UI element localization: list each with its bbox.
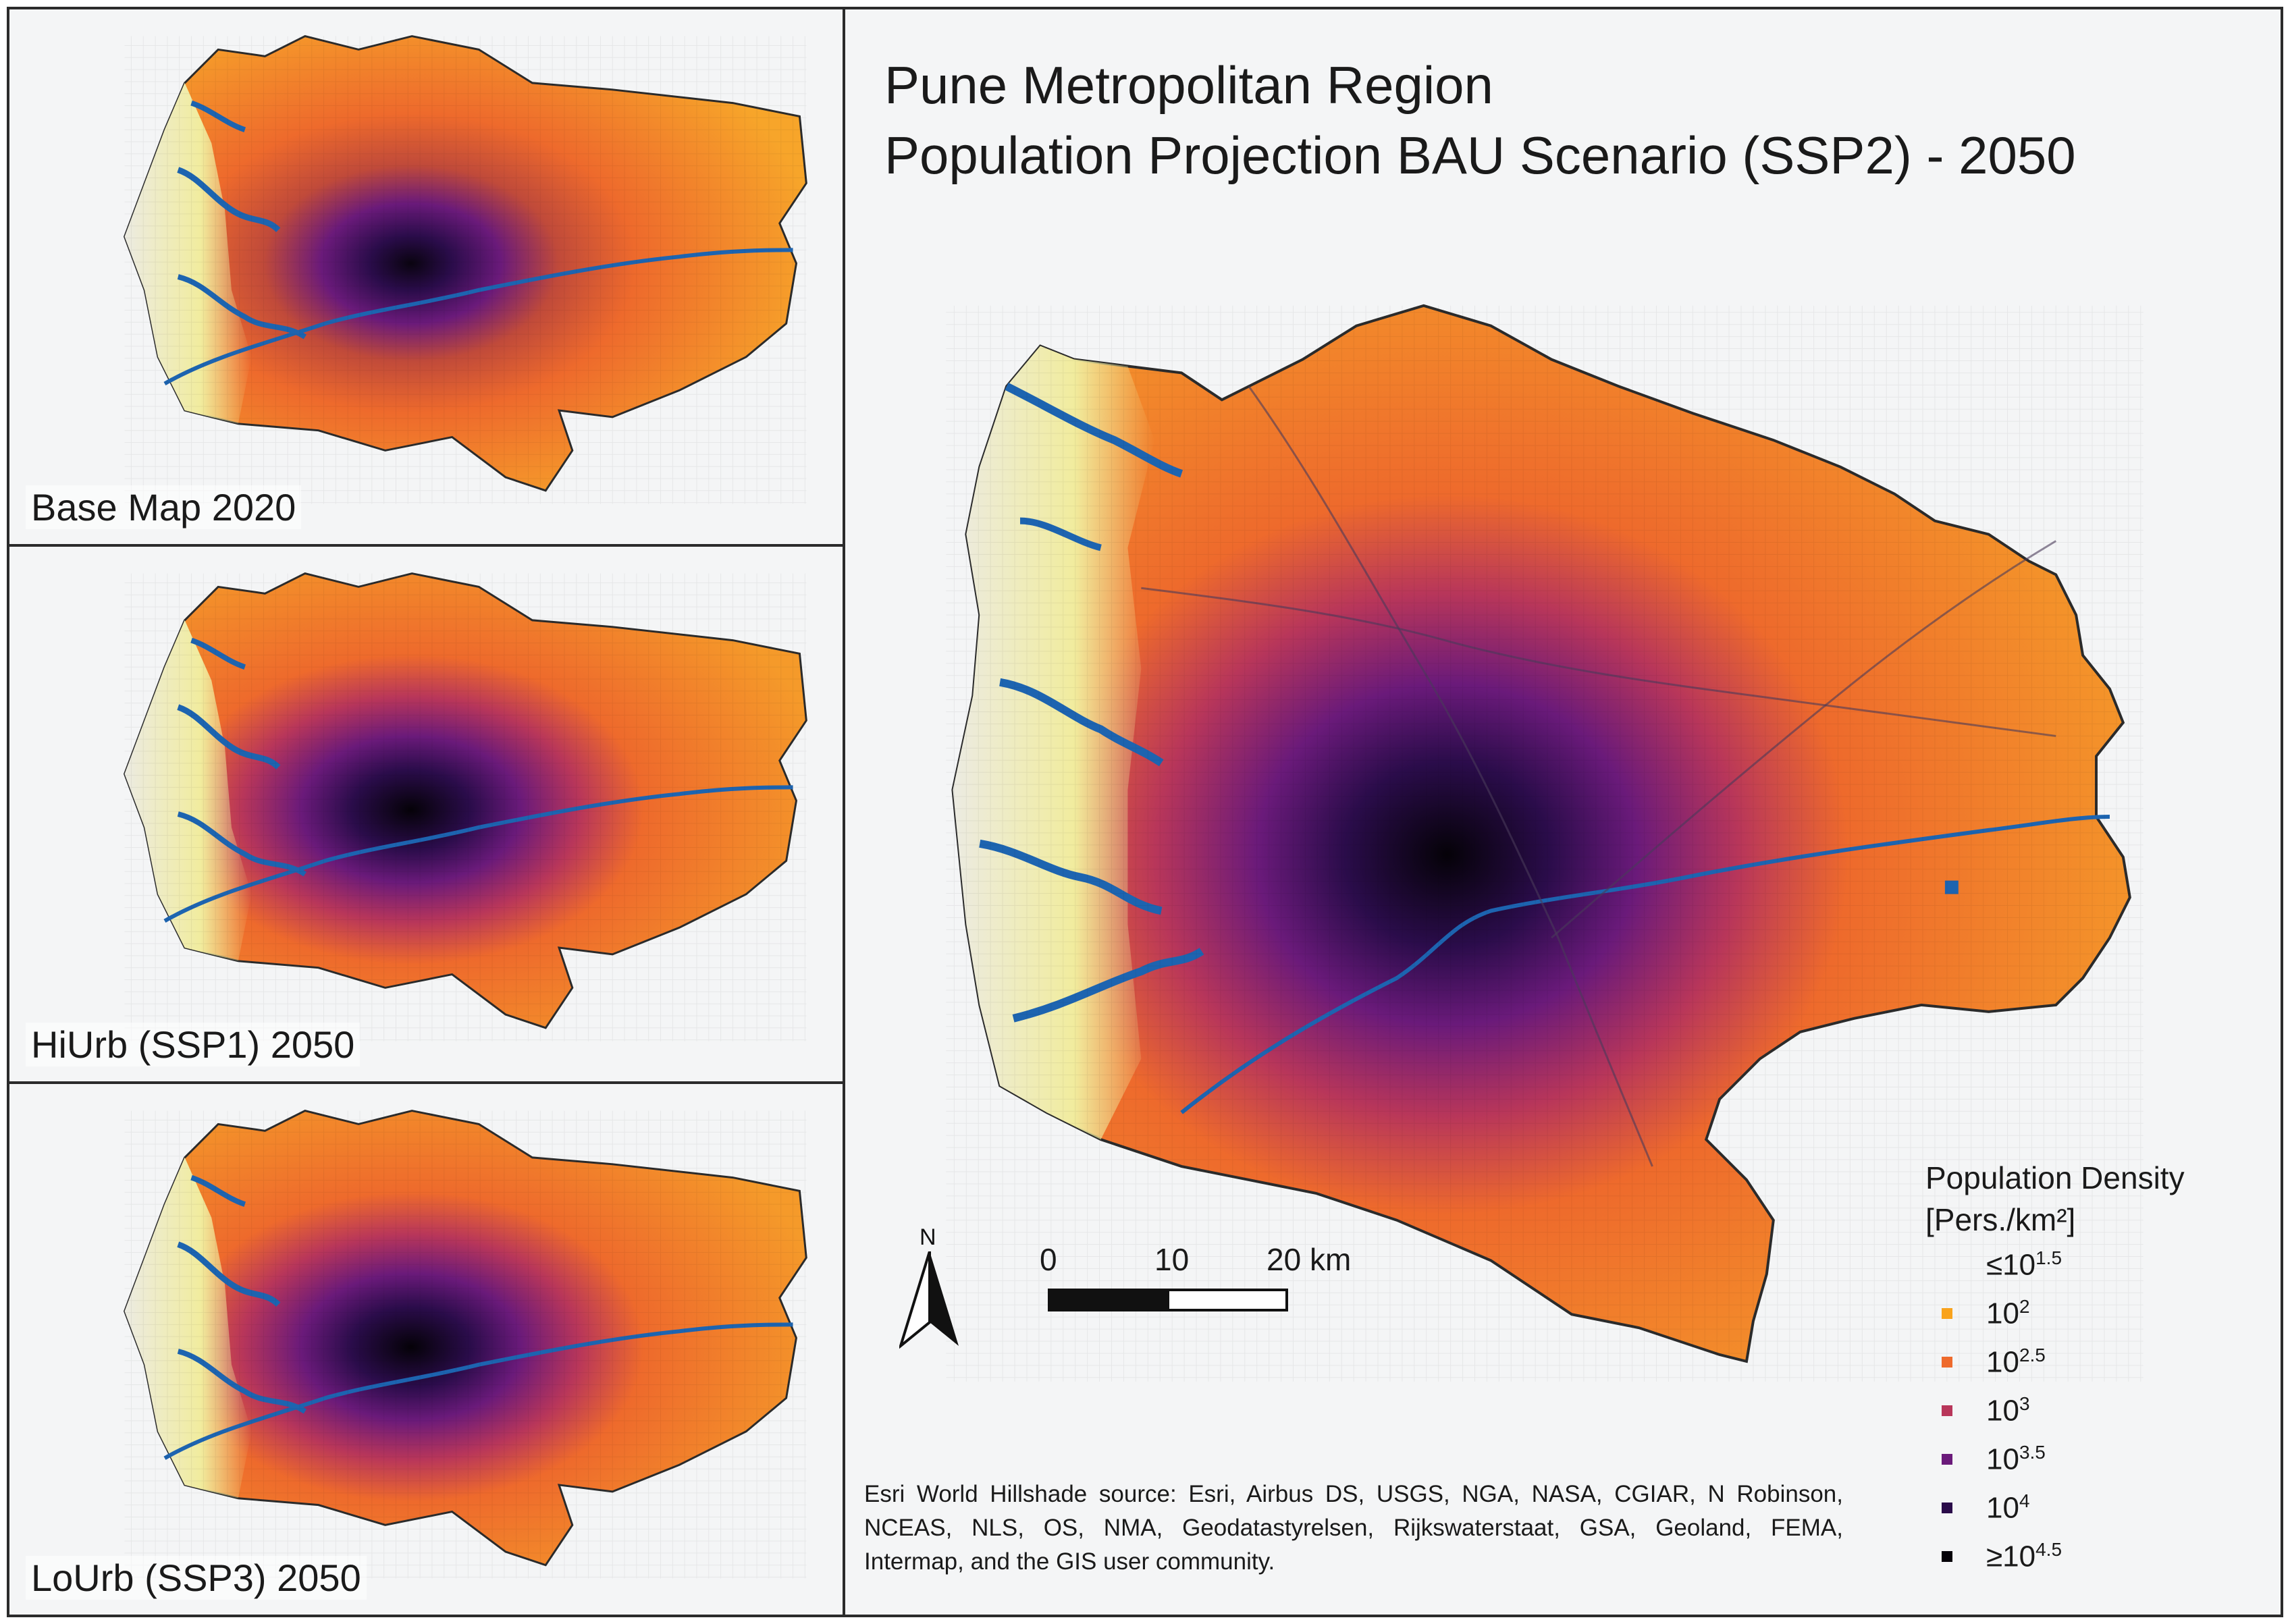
map-title-line-2: Population Projection BAU Scenario (SSP2… [884, 126, 2076, 185]
legend-item: 102 [1942, 1289, 2209, 1338]
legend-label-base: ≤10 [1986, 1248, 2036, 1282]
base-map-2020-map [123, 35, 807, 504]
legend-swatch [1942, 1454, 1952, 1465]
legend-swatch [1942, 1551, 1952, 1562]
legend-swatch [1942, 1260, 1952, 1270]
scale-segment-light [1167, 1289, 1288, 1311]
legend-item: ≥104.5 [1942, 1532, 2209, 1581]
legend-label-exponent: 3.5 [2019, 1442, 2046, 1463]
scale-segment-dark [1048, 1289, 1169, 1311]
map-title: Pune Metropolitan Region Population Proj… [884, 50, 2076, 190]
legend-item: 102.5 [1942, 1338, 2209, 1386]
legend-label: 102 [1986, 1296, 2030, 1331]
legend-label: 103 [1986, 1393, 2030, 1428]
panel-label-base-map-2020: Base Map 2020 [26, 485, 302, 529]
scale-label-10: 10 [1154, 1242, 1190, 1277]
panel-main-bau-2050: Pune Metropolitan Region Population Proj… [843, 7, 2283, 1617]
legend-label: 102.5 [1986, 1345, 2046, 1380]
legend-label: ≥104.5 [1986, 1539, 2062, 1574]
legend-unit: [Pers./km²] [1925, 1202, 2076, 1237]
legend-label: ≤101.5 [1986, 1247, 2062, 1282]
legend-title: Population Density [1925, 1160, 2185, 1195]
legend-label-base: ≥10 [1986, 1540, 2036, 1573]
raster-grid [124, 36, 807, 504]
legend-label: 104 [1986, 1490, 2030, 1525]
scale-label-20: 20 km [1267, 1242, 1352, 1277]
north-arrow-icon [899, 1251, 959, 1349]
legend-label-base: 10 [1986, 1442, 2019, 1476]
legend-label-base: 10 [1986, 1394, 2019, 1428]
panel-base-map-2020: Base Map 2020 [7, 7, 849, 547]
legend-items: ≤101.5 102 102.5 103 103.5 104 ≥104.5 [1925, 1241, 2209, 1581]
scale-bar: 0 10 20 km [1040, 1241, 1351, 1349]
raster-grid [946, 305, 2143, 1382]
legend-label-exponent: 2 [2019, 1296, 2030, 1318]
scale-label-0: 0 [1040, 1242, 1057, 1277]
hiurb-2050-map [123, 572, 807, 1041]
legend-label-base: 10 [1986, 1345, 2019, 1379]
legend-item: 103.5 [1942, 1435, 2209, 1484]
legend-label-base: 10 [1986, 1297, 2019, 1330]
legend-label-exponent: 4.5 [2035, 1539, 2062, 1561]
legend-swatch [1942, 1503, 1952, 1513]
legend-swatch [1942, 1308, 1952, 1319]
panel-hiurb-2050: HiUrb (SSP1) 2050 [7, 544, 849, 1084]
main-bau-2050-map [946, 304, 2143, 1382]
legend-item: 103 [1942, 1386, 2209, 1435]
legend-label-exponent: 1.5 [2035, 1247, 2062, 1269]
raster-grid [124, 1110, 807, 1579]
legend-item: 104 [1942, 1484, 2209, 1532]
attribution: Esri World Hillshade source: Esri, Airbu… [864, 1481, 1843, 1575]
north-arrow: N [899, 1224, 960, 1353]
lourb-2050-map [123, 1110, 807, 1579]
legend-label-exponent: 4 [2019, 1490, 2030, 1512]
legend-swatch [1942, 1357, 1952, 1368]
legend-label-base: 10 [1986, 1491, 2019, 1525]
panel-label-lourb-2050: LoUrb (SSP3) 2050 [26, 1556, 367, 1600]
legend-label-exponent: 2.5 [2019, 1345, 2046, 1366]
panel-label-hiurb-2050: HiUrb (SSP1) 2050 [26, 1023, 361, 1066]
legend-label: 103.5 [1986, 1442, 2046, 1477]
map-title-line-1: Pune Metropolitan Region [884, 55, 1493, 115]
panel-lourb-2050: LoUrb (SSP3) 2050 [7, 1081, 849, 1617]
raster-grid [124, 573, 807, 1041]
north-letter: N [920, 1224, 936, 1250]
legend-swatch [1942, 1405, 1952, 1416]
legend-item: ≤101.5 [1942, 1241, 2209, 1289]
legend: Population Density [Pers./km²] ≤101.5 102… [1925, 1157, 2209, 1581]
legend-label-exponent: 3 [2019, 1393, 2030, 1415]
